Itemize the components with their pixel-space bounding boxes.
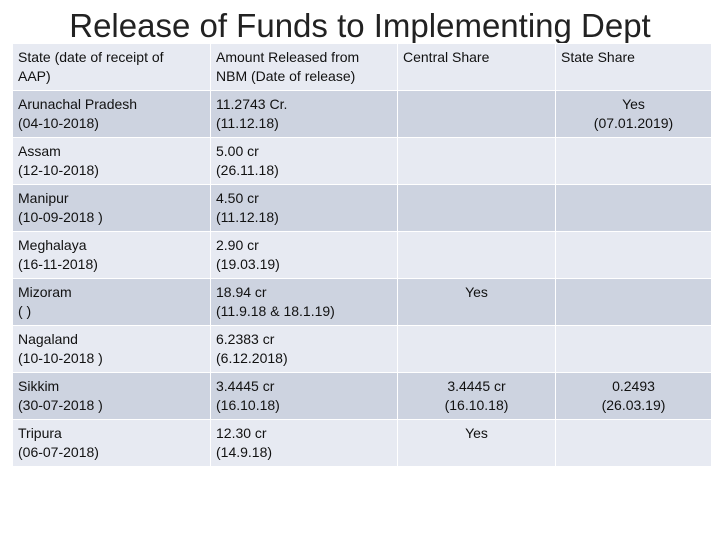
- cell-amount-line: 2.90 cr: [216, 237, 259, 253]
- cell-state-share-line: 0.2493: [612, 378, 655, 394]
- cell-central-share-line: Yes: [465, 284, 488, 300]
- cell-state-share: [555, 419, 712, 467]
- table-row: Arunachal Pradesh (04-10-2018) 11.2743 Cr.…: [12, 90, 712, 138]
- cell-amount: 11.2743 Cr. (11.12.18): [210, 90, 398, 138]
- cell-state-line: Tripura: [18, 425, 62, 441]
- table-row: Nagaland (10-10-2018 ) 6.2383 cr (6.12.2018…: [12, 325, 712, 373]
- cell-state-line: (12-10-2018): [18, 162, 99, 178]
- cell-central-share: 3.4445 cr (16.10.18): [397, 372, 556, 420]
- cell-state-share: 0.2493 (26.03.19): [555, 372, 712, 420]
- cell-central-share-line: (16.10.18): [444, 397, 509, 413]
- cell-central-share: [397, 231, 556, 279]
- cell-state-line: Mizoram: [18, 284, 72, 300]
- cell-amount-line: (11.12.18): [216, 115, 279, 131]
- cell-state: Sikkim (30-07-2018 ): [12, 372, 211, 420]
- cell-state-line: (10-10-2018 ): [18, 350, 103, 366]
- cell-central-share: [397, 137, 556, 185]
- cell-central-share: Yes: [397, 278, 556, 326]
- cell-state-line: (30-07-2018 ): [18, 397, 103, 413]
- table-row: Mizoram ( ) 18.94 cr (11.9.18 & 18.1.19) Yes: [12, 278, 712, 326]
- cell-amount: 2.90 cr (19.03.19): [210, 231, 398, 279]
- cell-state-share: Yes (07.01.2019): [555, 90, 712, 138]
- cell-state-line: (06-07-2018): [18, 444, 99, 460]
- cell-amount-line: (16.10.18): [216, 397, 280, 413]
- header-state: State (date of receipt of AAP): [12, 43, 211, 91]
- cell-state: Assam (12-10-2018): [12, 137, 211, 185]
- cell-state: Manipur (10-09-2018 ): [12, 184, 211, 232]
- cell-state-line: (16-11-2018): [18, 256, 98, 272]
- header-amount: Amount Released from NBM (Date of releas…: [210, 43, 398, 91]
- cell-central-share-line: 3.4445 cr: [447, 378, 506, 394]
- cell-amount: 6.2383 cr (6.12.2018): [210, 325, 398, 373]
- cell-state-share-line: (07.01.2019): [593, 115, 674, 131]
- cell-amount-line: (14.9.18): [216, 444, 273, 460]
- cell-amount: 4.50 cr (11.12.18): [210, 184, 398, 232]
- cell-state: Arunachal Pradesh (04-10-2018): [12, 90, 211, 138]
- cell-central-share: [397, 184, 556, 232]
- cell-state-share-line: (26.03.19): [601, 397, 666, 413]
- cell-central-share: [397, 90, 556, 138]
- cell-amount-line: 6.2383 cr: [216, 331, 275, 347]
- cell-state-line: ( ): [18, 303, 32, 319]
- page-title: Release of Funds to Implementing Dept: [69, 7, 651, 44]
- table-row: Assam (12-10-2018) 5.00 cr (26.11.18): [12, 137, 712, 185]
- cell-amount-line: (6.12.2018): [216, 350, 288, 366]
- cell-amount-line: 5.00 cr: [216, 143, 259, 159]
- cell-amount-line: (11.12.18): [216, 209, 279, 225]
- cell-state-line: Manipur: [18, 190, 69, 206]
- cell-state-share: [555, 278, 712, 326]
- cell-central-share: [397, 325, 556, 373]
- cell-central-share-line: Yes: [465, 425, 488, 441]
- cell-amount-line: 3.4445 cr: [216, 378, 275, 394]
- cell-state: Nagaland (10-10-2018 ): [12, 325, 211, 373]
- table-row: Manipur (10-09-2018 ) 4.50 cr (11.12.18): [12, 184, 712, 232]
- cell-amount-line: 12.30 cr: [216, 425, 267, 441]
- cell-state: Meghalaya (16-11-2018): [12, 231, 211, 279]
- cell-state: Tripura (06-07-2018): [12, 419, 211, 467]
- cell-state-share: [555, 137, 712, 185]
- cell-state: Mizoram ( ): [12, 278, 211, 326]
- cell-amount-line: 18.94 cr: [216, 284, 267, 300]
- cell-state-line: Nagaland: [18, 331, 78, 347]
- cell-amount-line: 11.2743 Cr.: [216, 96, 288, 112]
- header-central-share: Central Share: [397, 43, 556, 91]
- cell-state-line: (10-09-2018 ): [18, 209, 103, 225]
- table-header-row: State (date of receipt of AAP) Amount Re…: [12, 43, 712, 91]
- cell-state-share: [555, 184, 712, 232]
- cell-amount-line: (19.03.19): [216, 256, 280, 272]
- cell-state-share-line: Yes: [622, 96, 645, 112]
- cell-central-share: Yes: [397, 419, 556, 467]
- cell-state-line: Assam: [18, 143, 61, 159]
- cell-amount-line: (26.11.18): [216, 162, 279, 178]
- cell-amount-line: (11.9.18 & 18.1.19): [216, 303, 335, 319]
- table-row: Tripura (06-07-2018) 12.30 cr (14.9.18) Yes: [12, 419, 712, 467]
- cell-amount: 12.30 cr (14.9.18): [210, 419, 398, 467]
- cell-amount: 3.4445 cr (16.10.18): [210, 372, 398, 420]
- cell-amount: 5.00 cr (26.11.18): [210, 137, 398, 185]
- cell-state-line: Arunachal Pradesh: [18, 96, 138, 112]
- funds-release-table: State (date of receipt of AAP) Amount Re…: [12, 43, 712, 467]
- cell-amount: 18.94 cr (11.9.18 & 18.1.19): [210, 278, 398, 326]
- header-state-share: State Share: [555, 43, 712, 91]
- cell-state-line: (04-10-2018): [18, 115, 99, 131]
- cell-state-line: Sikkim: [18, 378, 60, 394]
- table-row: Meghalaya (16-11-2018) 2.90 cr (19.03.19): [12, 231, 712, 279]
- table-row: Sikkim (30-07-2018 ) 3.4445 cr (16.10.18) 3.…: [12, 372, 712, 420]
- cell-amount-line: 4.50 cr: [216, 190, 259, 206]
- cell-state-line: Meghalaya: [18, 237, 87, 253]
- cell-state-share: [555, 325, 712, 373]
- cell-state-share: [555, 231, 712, 279]
